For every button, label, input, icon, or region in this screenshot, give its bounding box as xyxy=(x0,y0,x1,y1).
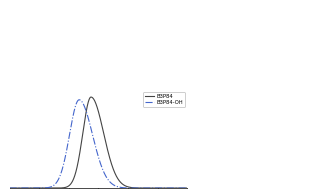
Legend: B3P84, B3P84-OH: B3P84, B3P84-OH xyxy=(143,92,185,107)
